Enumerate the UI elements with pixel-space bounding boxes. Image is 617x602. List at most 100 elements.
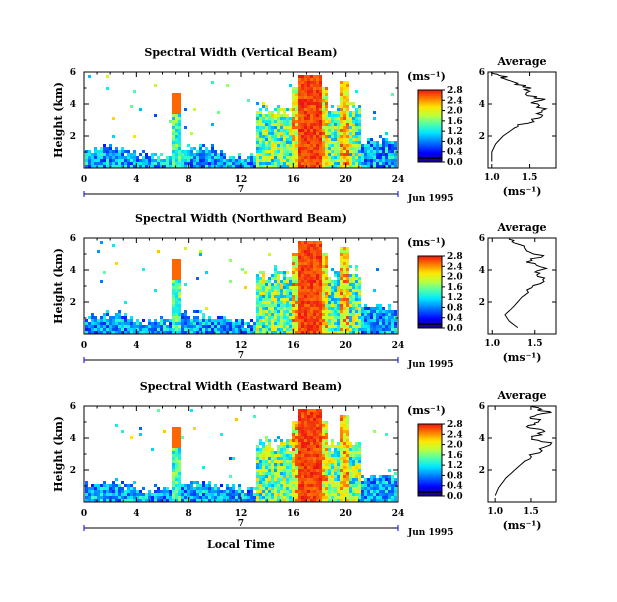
colorbar-tick-label: 2.4 <box>447 430 463 440</box>
colorbar-tick-label: 1.6 <box>447 117 463 127</box>
colorbar-unit: (ms⁻¹) <box>407 404 446 417</box>
x-tick-label: 20 <box>339 509 352 519</box>
x-tick-label: 20 <box>339 341 352 351</box>
colorbar: 0.00.40.81.21.62.02.42.8 <box>417 86 463 168</box>
colorbar-tick-label: 0.4 <box>447 148 463 158</box>
colorbar-tick-label: 0.8 <box>447 303 463 313</box>
day-label: 7 <box>238 185 244 195</box>
colorbar-unit: (ms⁻¹) <box>407 236 446 249</box>
colorbar-tick-label: 0.0 <box>447 492 463 502</box>
y-tick-label: 2 <box>70 132 76 142</box>
date-label: Jun 1995 <box>407 194 454 204</box>
colorbar-frame <box>417 255 443 329</box>
day-label: 7 <box>238 351 244 361</box>
average-y-tick-label: 4 <box>479 266 485 276</box>
average-profile: Average 2 4 6 1.0 1.5 (ms⁻¹) <box>479 389 557 532</box>
average-y-tick-label: 2 <box>479 466 485 476</box>
chart-title: Spectral Width (Northward Beam) <box>135 212 347 225</box>
colorbar-frame <box>417 423 443 497</box>
average-x-tick-label: 1.5 <box>527 339 543 349</box>
colorbar-tick-label: 0.8 <box>447 137 463 147</box>
average-frame <box>487 237 557 335</box>
y-axis-label: Height (km) <box>52 416 65 492</box>
colorbar-tick-label: 0.0 <box>447 158 463 168</box>
panel-2: Spectral Width (Northward Beam)0 4 8 12 16 20… <box>52 212 557 370</box>
average-title: Average <box>496 389 546 402</box>
y-tick-label: 4 <box>70 266 76 276</box>
colorbar-frame <box>417 89 443 163</box>
y-tick-label: 2 <box>70 466 76 476</box>
colorbar-tick-label: 2.4 <box>447 262 463 272</box>
day-label: 7 <box>238 519 244 529</box>
colorbar-tick-label: 0.4 <box>447 314 463 324</box>
y-tick-label: 6 <box>70 402 76 412</box>
colorbar-tick-label: 2.4 <box>447 96 463 106</box>
x-axis-label: Local Time <box>207 538 275 551</box>
y-tick-label: 4 <box>70 100 76 110</box>
average-profile-line <box>490 71 548 162</box>
colorbar-tick-label: 2.0 <box>447 107 463 117</box>
average-y-tick-label: 4 <box>479 100 485 110</box>
colorbar-tick-label: 1.6 <box>447 451 463 461</box>
colorbar: 0.00.40.81.21.62.02.42.8 <box>417 420 463 502</box>
x-tick-label: 12 <box>235 341 248 351</box>
x-tick-label: 8 <box>186 341 192 351</box>
x-tick-label: 0 <box>81 509 87 519</box>
x-tick-label: 12 <box>235 509 248 519</box>
x-tick-label: 24 <box>392 341 405 351</box>
colorbar-tick-label: 1.2 <box>447 461 463 471</box>
y-tick-label: 6 <box>70 234 76 244</box>
average-x-tick-label: 1.0 <box>484 173 500 183</box>
colorbar-tick-label: 1.2 <box>447 293 463 303</box>
date-label: Jun 1995 <box>407 528 454 538</box>
heatmap-cells <box>85 409 397 502</box>
average-x-label: (ms⁻¹) <box>503 519 542 532</box>
heatmap-cells <box>85 241 397 334</box>
colorbar-unit: (ms⁻¹) <box>407 70 446 83</box>
average-title: Average <box>496 221 546 234</box>
heatmap-cells <box>85 75 397 168</box>
x-tick-label: 8 <box>186 175 192 185</box>
average-y-tick-label: 2 <box>479 132 485 142</box>
x-tick-label: 4 <box>133 509 139 519</box>
colorbar-tick-label: 2.0 <box>447 441 463 451</box>
average-x-label: (ms⁻¹) <box>503 351 542 364</box>
date-label: Jun 1995 <box>407 360 454 370</box>
x-tick-label: 16 <box>287 175 300 185</box>
average-y-tick-label: 6 <box>479 402 485 412</box>
x-tick-label: 16 <box>287 509 300 519</box>
average-profile: Average 2 4 6 1.0 1.5 (ms⁻¹) <box>479 55 557 198</box>
panel-1: Spectral Width (Vertical Beam) 0 4 8 12 16 20 2… <box>52 46 557 204</box>
chart-title: Spectral Width (Vertical Beam) <box>144 46 337 59</box>
x-tick-label: 16 <box>287 341 300 351</box>
colorbar-tick-label: 2.0 <box>447 273 463 283</box>
y-axis-label: Height (km) <box>52 248 65 324</box>
x-tick-label: 0 <box>81 341 87 351</box>
colorbar-tick-label: 0.0 <box>447 324 463 334</box>
x-tick-label: 12 <box>235 175 248 185</box>
colorbar: 0.00.40.81.21.62.02.42.8 <box>417 252 463 334</box>
average-x-tick-label: 1.0 <box>487 507 503 517</box>
average-frame <box>487 405 557 503</box>
average-y-tick-label: 2 <box>479 298 485 308</box>
y-tick-label: 6 <box>70 68 76 78</box>
chart-title: Spectral Width (Eastward Beam) <box>140 380 342 393</box>
average-x-tick-label: 1.5 <box>522 173 538 183</box>
average-y-tick-label: 4 <box>479 434 485 444</box>
average-title: Average <box>496 55 546 68</box>
colorbar-tick-label: 2.8 <box>447 420 463 430</box>
panel-3: Spectral Width (Eastward Beam) 0 4 8 12 16 20 2… <box>52 380 557 551</box>
x-tick-label: 20 <box>339 175 352 185</box>
y-tick-label: 4 <box>70 434 76 444</box>
x-tick-label: 4 <box>133 341 139 351</box>
x-tick-label: 0 <box>81 175 87 185</box>
y-tick-label: 2 <box>70 298 76 308</box>
colorbar-tick-label: 1.6 <box>447 283 463 293</box>
x-tick-label: 24 <box>392 509 405 519</box>
average-profile-line <box>504 237 549 329</box>
average-y-tick-label: 6 <box>479 234 485 244</box>
y-axis-label: Height (km) <box>52 82 65 158</box>
x-tick-label: 24 <box>392 175 405 185</box>
colorbar-tick-label: 0.8 <box>447 471 463 481</box>
